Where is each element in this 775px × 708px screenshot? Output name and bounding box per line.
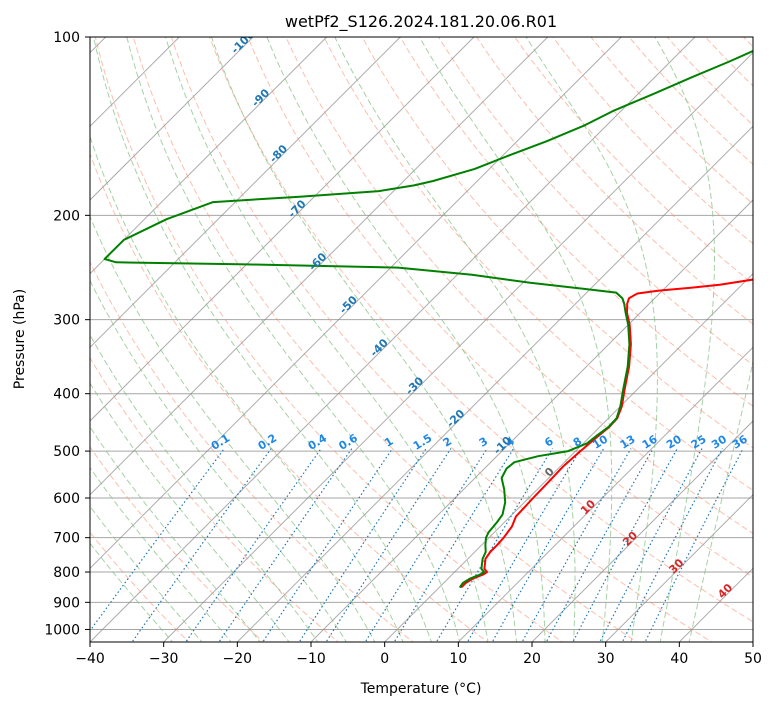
y-tick-label: 1000 <box>44 622 80 638</box>
isotherm-line <box>90 37 254 201</box>
dry-adiabat-line <box>285 37 753 535</box>
dry-adiabat-line <box>94 37 564 642</box>
chart-title: wetPf2_S126.2024.181.20.06.R01 <box>285 12 557 32</box>
mixing-ratio-line <box>131 448 272 642</box>
y-tick-label: 300 <box>53 313 80 329</box>
dry-adiabat-line <box>209 37 753 623</box>
moist-adiabat-line <box>90 466 232 642</box>
y-tick-label: 400 <box>53 387 80 403</box>
dry-adiabat-line <box>90 152 489 642</box>
isotherm-line <box>90 37 622 570</box>
y-tick-label: 200 <box>53 208 80 224</box>
moist-adiabat-line <box>126 37 461 642</box>
dry-adiabat-line <box>323 37 753 491</box>
moist-adiabat-line <box>90 215 376 642</box>
y-tick-label: 100 <box>53 30 80 46</box>
mixing-ratio-line <box>262 448 393 642</box>
mixing-ratio-line <box>218 448 353 642</box>
mixing-ratio-line <box>466 448 582 642</box>
y-tick-label: 500 <box>53 444 80 460</box>
moist-adiabat-line <box>525 37 658 642</box>
moist-adiabat-line <box>334 37 576 642</box>
x-tick-label: −40 <box>75 651 105 667</box>
isotherm-line <box>457 346 753 642</box>
isotherm-line <box>163 51 753 642</box>
dry-adiabat-line <box>514 37 753 285</box>
dry-adiabat-line <box>361 37 753 449</box>
moist-adiabat-line <box>90 333 319 642</box>
x-tick-label: 10 <box>449 651 467 667</box>
x-tick-label: 30 <box>597 651 615 667</box>
mixing-ratio-line <box>621 448 723 642</box>
moist-adiabat-line <box>654 37 715 642</box>
mixing-ratio-line <box>185 448 322 642</box>
y-tick-label: 900 <box>53 595 80 611</box>
y-axis-label: Pressure (hPa) <box>12 289 28 389</box>
dry-adiabat-line <box>132 37 638 642</box>
dry-adiabat-line <box>90 531 190 642</box>
mixing-ratio-line <box>644 448 744 642</box>
mixing-ratio-line <box>325 448 452 642</box>
y-tick-label: 800 <box>53 565 80 581</box>
isotherm-line <box>90 37 328 275</box>
dewpoint-profile-line <box>103 49 753 589</box>
moist-adiabat-line <box>266 37 546 642</box>
x-tick-label: −30 <box>149 651 179 667</box>
isotherm-line <box>90 37 401 349</box>
x-tick-label: −20 <box>223 651 253 667</box>
dry-adiabat-line <box>399 37 753 407</box>
mixing-ratio-line <box>393 448 515 642</box>
mixing-ratio-line <box>364 448 488 642</box>
isotherm-line <box>90 37 475 422</box>
moist-adiabat-line <box>90 135 404 642</box>
moist-adiabat-line <box>164 37 489 642</box>
x-tick-label: −10 <box>296 651 326 667</box>
isotherm-line <box>90 37 696 642</box>
x-tick-label: 0 <box>380 651 389 667</box>
dry-adiabat-line <box>476 37 753 325</box>
isotherm-line <box>531 420 753 642</box>
moist-adiabat-line <box>418 37 613 642</box>
temperature-profile-line <box>460 278 753 589</box>
moist-adiabat-line <box>90 279 347 642</box>
plot-frame <box>89 36 754 643</box>
mixing-ratio-line <box>545 448 654 642</box>
x-tick-label: 50 <box>744 651 762 667</box>
mixing-ratio-line <box>298 448 427 642</box>
mixing-ratio-line <box>521 448 632 642</box>
x-axis-label: Temperature (°C) <box>360 681 482 697</box>
y-tick-label: 600 <box>53 491 80 507</box>
isotherm-line <box>90 37 549 496</box>
moist-adiabat-line <box>92 37 432 642</box>
moist-adiabat-line <box>90 505 203 642</box>
dry-adiabat-line <box>90 260 414 642</box>
data-lines <box>103 49 753 589</box>
y-tick-label: 700 <box>53 531 80 547</box>
dry-adiabat-line <box>247 37 753 578</box>
axis-ticks: −40 −30 −20 −10 0 10 20 30 40 50 1000 900 800 700 600 5… <box>44 30 762 667</box>
x-tick-label: 40 <box>670 651 688 667</box>
x-tick-label: 20 <box>523 651 541 667</box>
dry-adiabat-line <box>170 37 713 642</box>
isotherm-line <box>236 125 753 642</box>
moist-adiabat-line <box>90 542 174 642</box>
moist-adiabat-line <box>90 426 261 642</box>
isotherm-line <box>605 493 753 642</box>
dry-adiabat-line <box>90 356 340 642</box>
moist-adiabat-line <box>90 382 290 642</box>
